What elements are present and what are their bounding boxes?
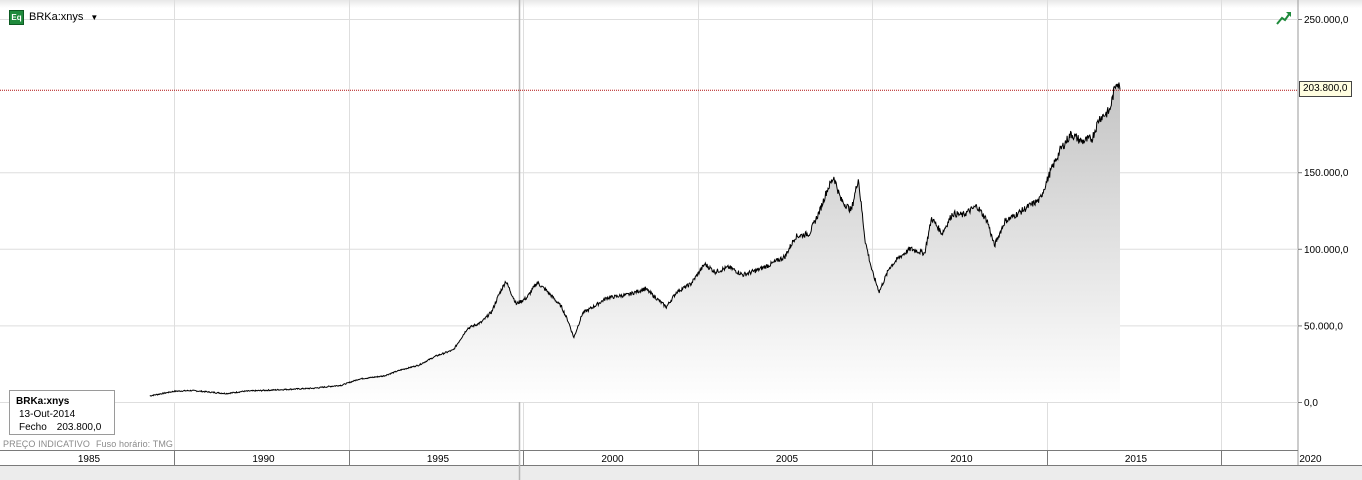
symbol-label[interactable]: BRKa:xnys (29, 11, 84, 23)
x-tick-label: 2010 (950, 454, 973, 465)
equity-icon: Eq (9, 9, 24, 25)
x-tick-label: 1995 (427, 454, 450, 465)
y-tick-label: 0,0 (1304, 398, 1318, 409)
top-shade (0, 0, 1362, 8)
indicative-price-note: PREÇO INDICATIVO (3, 439, 90, 449)
symbol-selector[interactable]: Eq BRKa:xnys ▼ (9, 9, 98, 25)
price-area (149, 82, 1121, 402)
footer-note: PREÇO INDICATIVO Fuso horário: TMG (3, 439, 173, 449)
info-close-value: 203.800,0 (56, 422, 102, 433)
timezone-note: Fuso horário: TMG (95, 439, 174, 449)
x-tick-label: 1985 (78, 454, 101, 465)
scroll-strip (0, 466, 1362, 480)
triangle-down-icon[interactable]: ▼ (90, 12, 99, 22)
x-tick-label: 2015 (1125, 454, 1148, 465)
info-date: 13-Out-2014 (19, 409, 76, 420)
x-tick-label: 1990 (252, 454, 275, 465)
last-price-tag: 203.800,0 (1299, 81, 1352, 97)
info-close-row: Fecho 203.800,0 (16, 421, 108, 434)
y-tick-label: 250.000,0 (1304, 15, 1349, 26)
x-tick-label: 2000 (601, 454, 624, 465)
data-info-box: BRKa:xnys 13-Out-2014 Fecho 203.800,0 (9, 390, 115, 435)
y-tick-label: 50.000,0 (1304, 321, 1343, 332)
price-line (149, 82, 1121, 397)
x-tick-label: 2020 (1299, 454, 1322, 465)
trend-up-icon[interactable] (1276, 11, 1292, 25)
info-symbol: BRKa:xnys (16, 396, 70, 407)
info-close-label: Fecho (19, 422, 47, 433)
y-tick-label: 150.000,0 (1304, 168, 1349, 179)
y-tick-label: 100.000,0 (1304, 245, 1349, 256)
x-tick-label: 2005 (776, 454, 799, 465)
